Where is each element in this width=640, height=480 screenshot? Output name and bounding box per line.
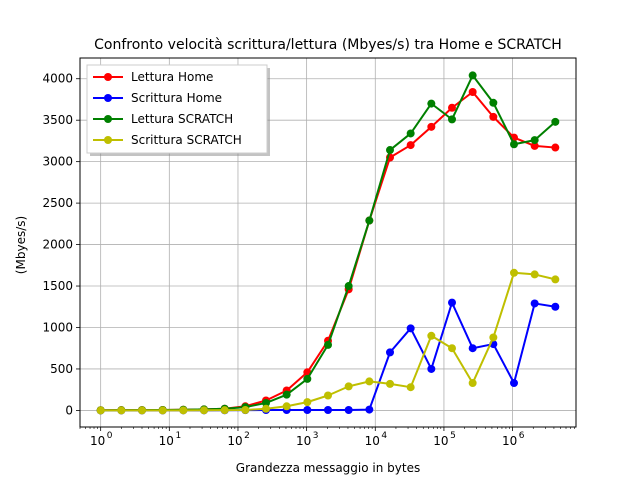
legend-marker <box>104 136 112 144</box>
legend-marker <box>104 115 112 123</box>
data-point <box>365 377 374 386</box>
data-point <box>551 302 560 311</box>
legend-box <box>86 64 268 154</box>
data-point <box>96 406 105 415</box>
data-point <box>406 141 415 150</box>
data-point <box>427 99 436 108</box>
data-point <box>324 340 332 349</box>
data-point <box>365 216 374 225</box>
series-layer <box>96 71 560 415</box>
legend-marker <box>104 73 112 81</box>
y-tick-label: 1000 <box>42 320 73 334</box>
x-tick-label: 10 <box>90 434 105 448</box>
data-point <box>344 382 353 391</box>
data-point <box>468 379 477 388</box>
data-point <box>448 298 456 307</box>
x-tick-exponent: 2 <box>244 431 250 441</box>
data-point <box>427 122 436 131</box>
y-tick-label: 0 <box>65 403 73 417</box>
data-point <box>406 129 415 138</box>
legend: Lettura Home Scrittura Home Lettura SCRATC… <box>86 64 270 156</box>
legend-entry: Lettura SCRATCH <box>131 112 233 126</box>
data-point <box>324 406 332 415</box>
data-point <box>386 379 394 388</box>
data-point <box>468 71 477 80</box>
data-point <box>262 404 270 413</box>
plot-frame <box>79 57 577 428</box>
y-tick-label: 2000 <box>42 238 73 252</box>
data-point <box>220 406 229 415</box>
legend-entry: Scrittura Home <box>131 91 222 105</box>
data-point <box>386 348 394 357</box>
data-point <box>448 344 456 353</box>
data-point <box>530 141 539 150</box>
data-point <box>406 324 415 333</box>
data-point <box>200 406 208 415</box>
data-point <box>117 406 126 415</box>
x-tick-exponent: 5 <box>450 431 456 441</box>
data-point <box>510 379 518 388</box>
x-tick-label: 10 <box>365 434 380 448</box>
data-point <box>365 405 374 414</box>
x-axis-label: Grandezza messaggio in bytes <box>236 461 420 475</box>
data-point <box>386 146 394 155</box>
x-tick-label: 10 <box>433 434 448 448</box>
x-tick-label: 10 <box>502 434 517 448</box>
data-point <box>551 275 560 284</box>
data-point <box>427 364 436 373</box>
y-tick-label: 3000 <box>42 155 73 169</box>
data-point <box>303 398 312 407</box>
data-point <box>344 282 353 291</box>
chart-title: Confronto velocità scrittura/lettura (Mb… <box>94 37 562 53</box>
data-point <box>282 390 291 399</box>
data-point <box>448 103 456 112</box>
y-tick-label: 2500 <box>42 196 73 210</box>
x-tick-exponent: 1 <box>175 431 181 441</box>
data-point <box>179 406 188 415</box>
data-point <box>406 383 415 392</box>
x-tick-exponent: 4 <box>381 431 387 441</box>
x-tick-label: 10 <box>159 434 174 448</box>
y-axis-label: (Mbyes/s) <box>14 216 28 274</box>
data-point <box>489 98 498 107</box>
legend-entry: Scrittura SCRATCH <box>131 133 242 147</box>
data-point <box>468 87 477 96</box>
data-point <box>530 136 539 145</box>
data-point <box>262 398 270 407</box>
data-point <box>241 406 250 415</box>
x-tick-exponent: 0 <box>107 431 113 441</box>
series-scrittura-scratch <box>96 268 560 415</box>
y-tick-label: 3500 <box>42 113 73 127</box>
x-tick-exponent: 3 <box>313 431 319 441</box>
data-point <box>551 117 560 126</box>
data-point <box>303 406 312 415</box>
data-point <box>158 406 167 415</box>
data-point <box>530 299 539 308</box>
y-tick-label: 500 <box>50 362 73 376</box>
data-point <box>448 115 456 124</box>
data-point <box>489 112 498 121</box>
x-tick-label: 10 <box>227 434 242 448</box>
x-tick-exponent: 6 <box>519 431 525 441</box>
y-tick-label: 1500 <box>42 279 73 293</box>
data-point <box>551 143 560 152</box>
data-point <box>427 331 436 340</box>
legend-marker <box>104 94 112 102</box>
data-point <box>468 344 477 353</box>
y-tick-label: 4000 <box>42 72 73 86</box>
legend-entry: Lettura Home <box>131 70 213 84</box>
data-point <box>510 140 518 149</box>
data-point <box>344 406 353 415</box>
data-point <box>489 333 498 342</box>
x-tick-label: 10 <box>296 434 311 448</box>
data-point <box>303 374 312 383</box>
data-point <box>530 270 539 279</box>
data-point <box>282 402 291 411</box>
data-point <box>510 268 518 277</box>
data-point <box>324 391 332 400</box>
data-point <box>138 406 146 415</box>
